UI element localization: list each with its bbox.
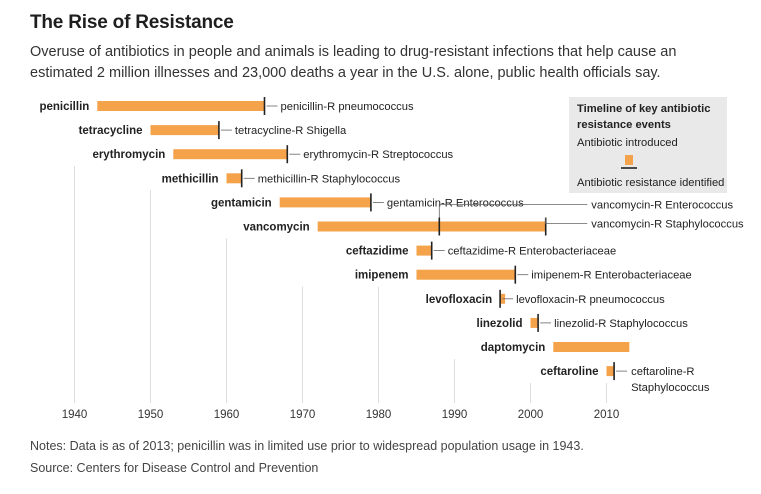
resistance-label-vancomycin-1988: vancomycin-R Enterococcus <box>591 200 733 212</box>
resistance-label-imipenem: imipenem-R Enterobacteriaceae <box>531 270 691 282</box>
x-tick-label-2010: 2010 <box>594 409 620 421</box>
resistance-label-ceftazidime: ceftazidime-R Enterobacteriaceae <box>448 246 617 258</box>
bar-erythromycin <box>173 149 288 160</box>
antibiotic-label-penicillin: penicillin <box>39 101 89 113</box>
antibiotic-label-erythromycin: erythromycin <box>92 149 165 161</box>
grid-layer <box>74 166 607 403</box>
bar-ceftazidime <box>416 245 432 256</box>
resistance-label-penicillin: penicillin-R pneumococcus <box>281 101 414 113</box>
resistance-label-gentamicin: gentamicin-R Enterococcus <box>387 197 524 209</box>
resistance-label-methicillin: methicillin-R Staphylococcus <box>258 173 401 185</box>
x-tick-label-1960: 1960 <box>214 409 240 421</box>
chart-title: The Rise of Resistance <box>30 12 234 33</box>
antibiotic-label-vancomycin: vancomycin <box>243 222 309 234</box>
bar-tetracycline <box>150 125 219 136</box>
leader-line-1988 <box>438 204 588 218</box>
antibiotic-label-ceftazidime: ceftazidime <box>346 246 409 258</box>
resistance-label-vancomycin-2002: vancomycin-R Staphylococcus <box>591 219 744 231</box>
antibiotic-label-daptomycin: daptomycin <box>481 342 546 354</box>
chart-subtitle: Overuse of antibiotics in people and ani… <box>30 44 677 81</box>
bar-methicillin <box>226 173 242 184</box>
x-tick-label-1980: 1980 <box>366 409 392 421</box>
chart-notes: Notes: Data is as of 2013; penicillin wa… <box>30 439 584 453</box>
antibiotic-label-methicillin: methicillin <box>162 173 219 185</box>
bar-penicillin <box>97 101 265 111</box>
legend-introduced-label: Antibiotic introduced <box>577 137 678 149</box>
resistance-label-levofloxacin: levofloxacin-R pneumococcus <box>516 294 665 306</box>
x-tick-label-2000: 2000 <box>518 409 544 421</box>
bar-vancomycin <box>317 221 546 232</box>
x-tick-label-1950: 1950 <box>138 409 164 421</box>
leader-line-2002 <box>545 217 588 224</box>
antibiotic-label-tetracycline: tetracycline <box>79 125 143 137</box>
legend-box <box>569 97 727 193</box>
x-axis: 1940 1950 1960 1970 1980 1990 2000 2010 <box>62 409 620 421</box>
antibiotic-label-levofloxacin: levofloxacin <box>426 294 492 306</box>
bar-daptomycin <box>553 342 630 352</box>
resistance-label-tetracycline: tetracycline-R Shigella <box>235 125 347 137</box>
antibiotic-label-linezolid: linezolid <box>477 318 523 330</box>
bar-ceftaroline <box>606 366 615 377</box>
bars-layer: penicillin penicillin-R pneumococcus tetra… <box>39 97 744 394</box>
antibiotic-label-imipenem: imipenem <box>355 270 409 282</box>
legend-title-line2: resistance events <box>577 119 671 131</box>
legend-bar-swatch <box>625 155 633 165</box>
antibiotic-label-ceftaroline: ceftaroline <box>540 366 598 378</box>
bar-imipenem <box>416 269 516 280</box>
bar-gentamicin <box>279 197 371 208</box>
legend-title-line1: Timeline of key antibiotic <box>577 103 710 115</box>
legend-resistance-label: Antibiotic resistance identified <box>577 177 724 189</box>
antibiotic-label-gentamicin: gentamicin <box>211 197 272 209</box>
chart-source: Source: Centers for Disease Control and … <box>30 461 319 475</box>
x-tick-label-1940: 1940 <box>62 409 88 421</box>
x-tick-label-1990: 1990 <box>442 409 468 421</box>
bar-linezolid <box>530 317 539 328</box>
x-tick-label-1970: 1970 <box>290 409 316 421</box>
resistance-label-linezolid: linezolid-R Staphylococcus <box>554 318 688 330</box>
resistance-label-erythromycin: erythromycin-R Streptococcus <box>303 149 453 161</box>
resistance-label-ceftaroline: ceftaroline-R Staphylococcus <box>631 366 710 394</box>
legend: Timeline of key antibiotic resistance eve… <box>569 97 727 193</box>
